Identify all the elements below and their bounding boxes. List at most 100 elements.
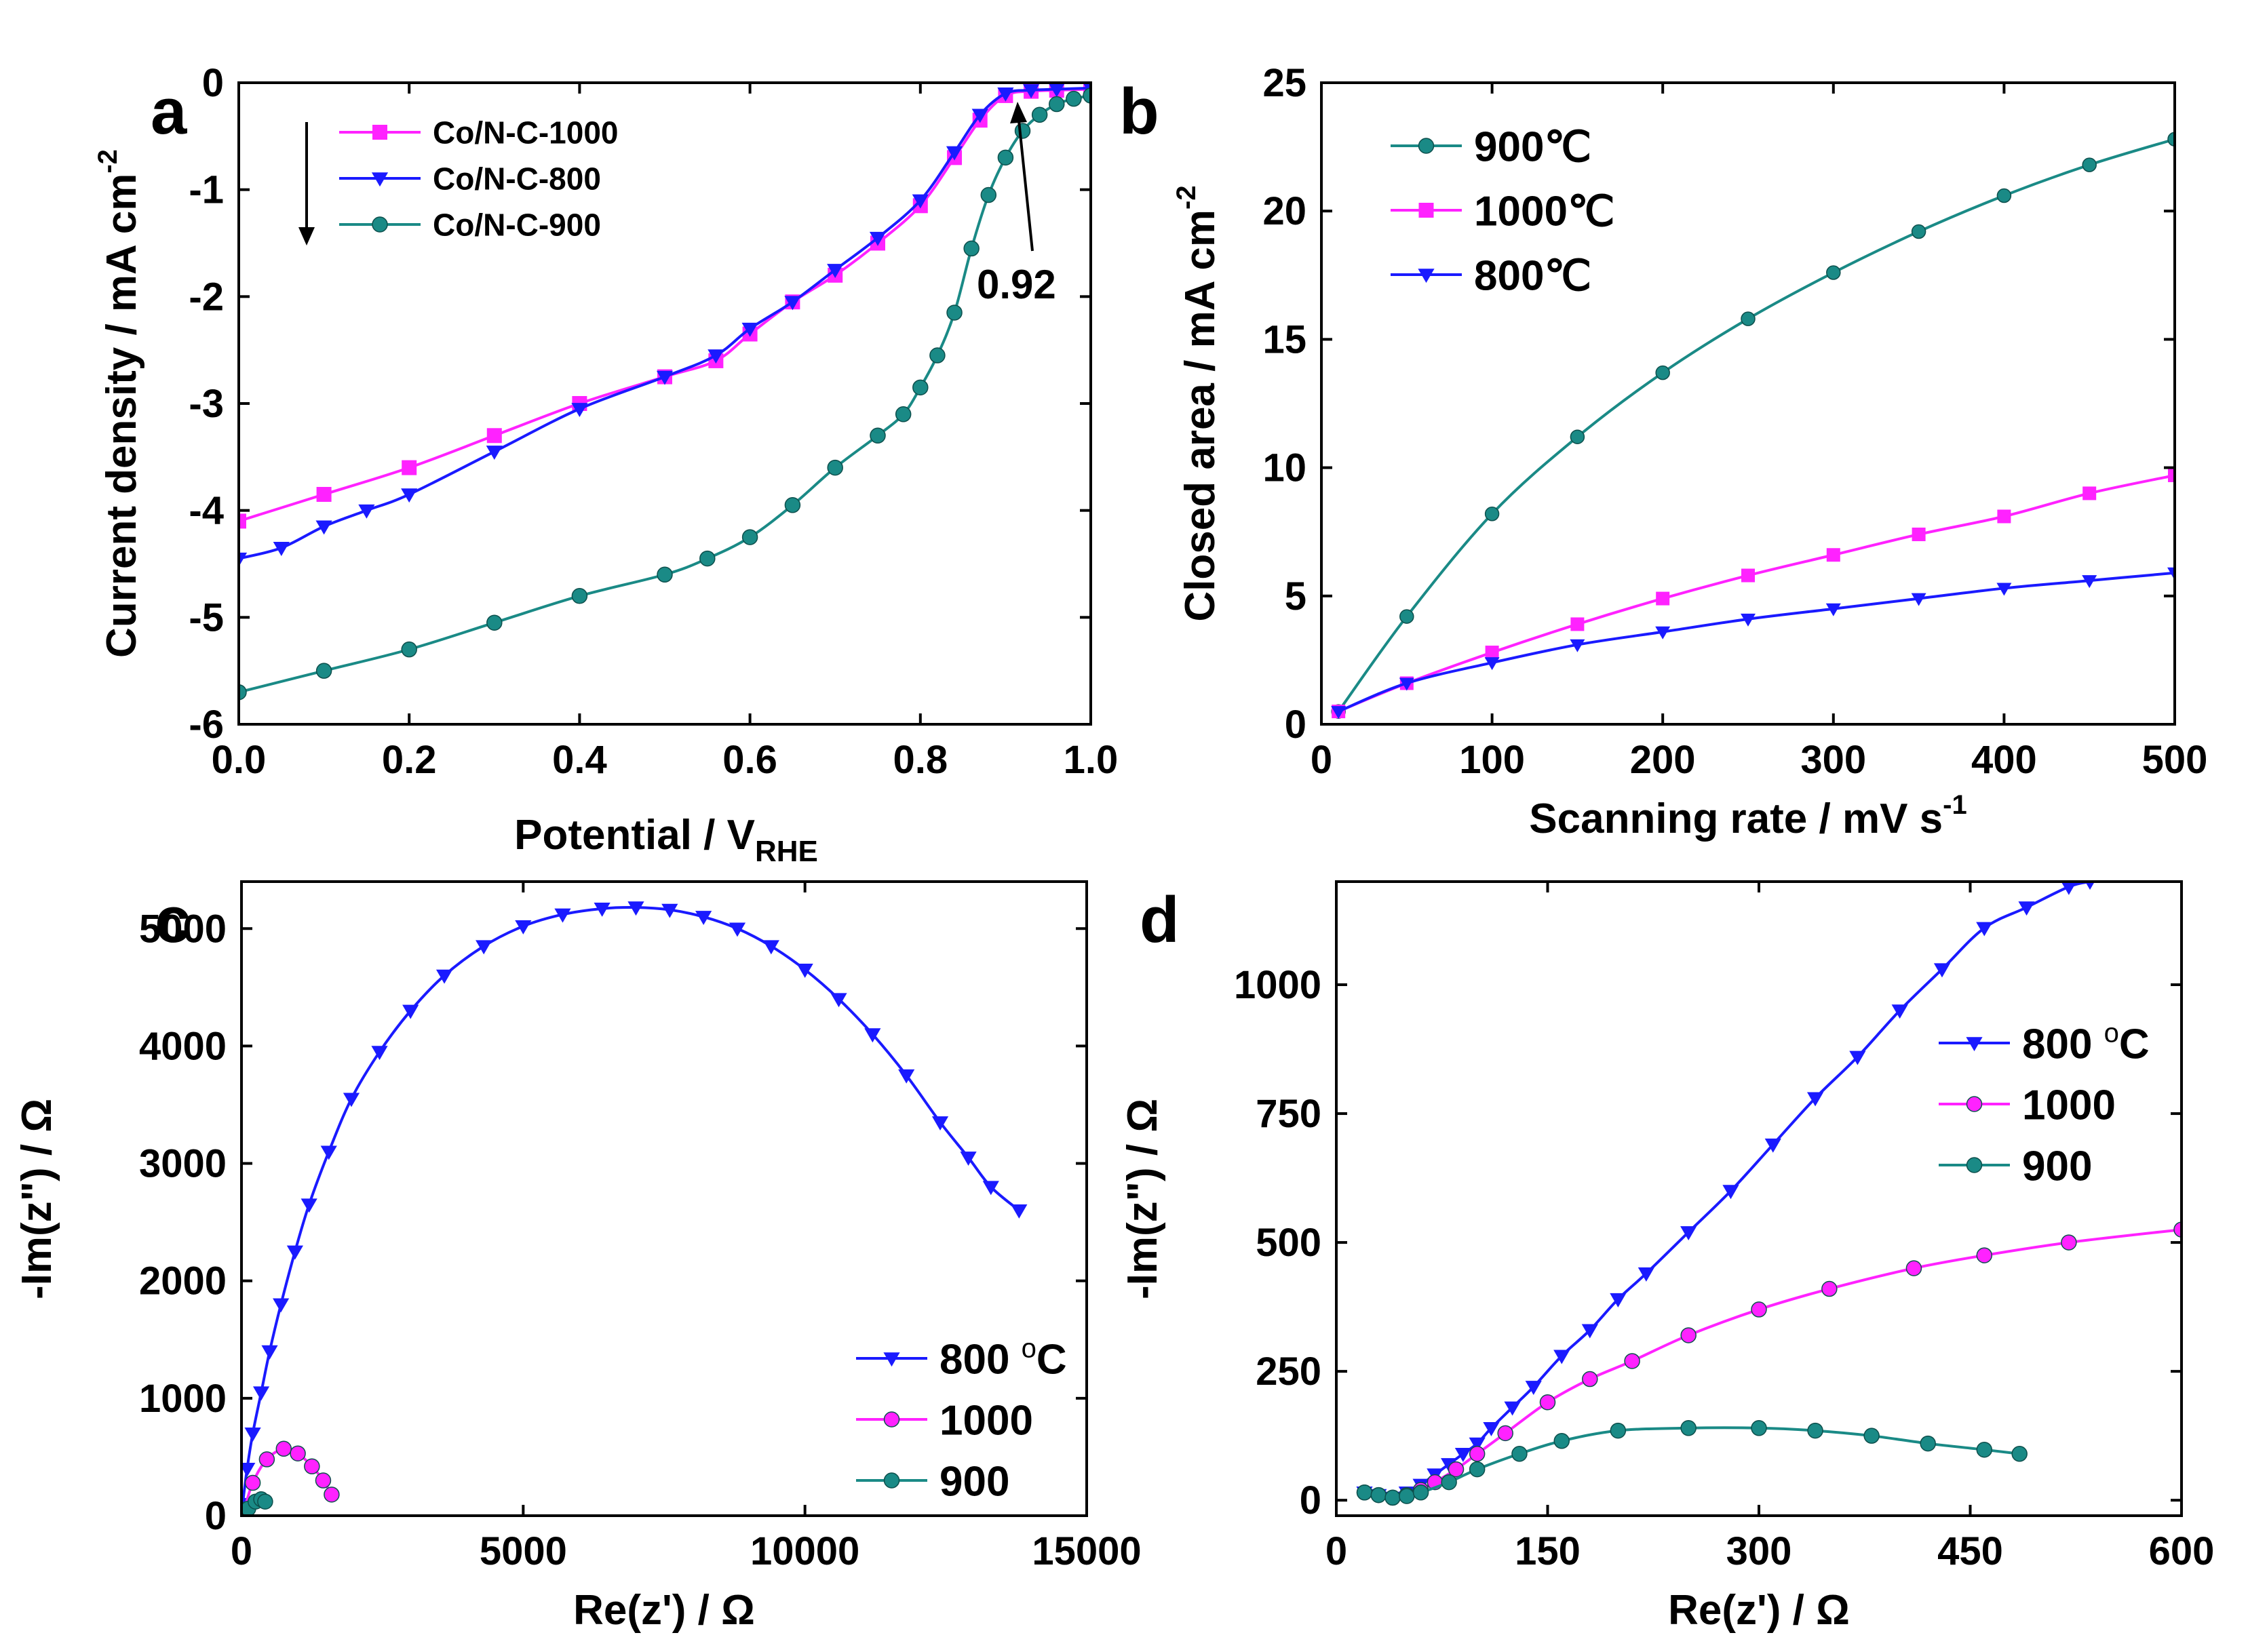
data-point (784, 497, 801, 513)
data-point (1891, 1004, 1908, 1019)
data-point (963, 240, 980, 257)
data-point (1976, 922, 1993, 937)
data-point (258, 1451, 275, 1468)
y-tick-label: -6 (189, 703, 224, 747)
x-tick-label: 0.0 (212, 738, 267, 782)
data-point (1066, 90, 1082, 107)
data-point (656, 370, 674, 385)
x-tick-label: 5000 (480, 1529, 567, 1573)
data-point (315, 520, 332, 535)
data-point (401, 488, 418, 503)
plot-area (241, 901, 1028, 1516)
x-tick-label: 400 (1971, 738, 2037, 782)
legend-marker (371, 172, 389, 187)
legend-label: 1000 (939, 1397, 1033, 1444)
data-point (1469, 1437, 1486, 1452)
x-tick-label: 150 (1515, 1529, 1581, 1573)
y-axis-label: Current density / mA cm-2 (93, 149, 145, 658)
data-point (486, 428, 502, 444)
data-point (931, 1116, 949, 1131)
y-axis-label-main: -Im(z") / Ω (1119, 1099, 1166, 1299)
legend-label: 800 oC (2022, 1018, 2150, 1067)
data-point (324, 1487, 340, 1503)
data-point (1655, 626, 1671, 640)
plot-area (1356, 882, 2182, 1506)
data-point (402, 460, 417, 475)
data-point (257, 1493, 273, 1510)
x-axis-label-main: Potential / V (514, 812, 755, 859)
x-axis-label: Re(z') / Ω (573, 1587, 755, 1634)
y-tick-label: 4000 (139, 1024, 227, 1068)
data-point (1656, 591, 1670, 606)
plot-area (239, 83, 1091, 701)
data-point (486, 614, 503, 631)
data-point (1011, 1204, 1028, 1219)
data-point (1370, 1487, 1387, 1503)
data-point (729, 922, 746, 937)
data-point (1582, 1371, 1598, 1388)
y-tick-label: 5000 (139, 907, 227, 951)
data-point (971, 109, 988, 123)
y-tick-label: 10 (1262, 446, 1306, 490)
data-point (435, 969, 453, 984)
data-point (1751, 1301, 1767, 1318)
data-point (1741, 568, 1755, 583)
x-tick-label: 450 (1937, 1529, 2003, 1573)
y-tick-label: 3000 (139, 1142, 227, 1186)
data-point (1031, 106, 1048, 123)
x-tick-label: 0.8 (893, 738, 948, 782)
data-point (1680, 1420, 1697, 1436)
y-tick-label: 0 (1285, 703, 1306, 747)
data-point (946, 304, 963, 321)
data-point (1014, 123, 1031, 139)
data-point (1680, 1327, 1697, 1343)
data-point (741, 529, 758, 545)
data-point (929, 347, 946, 363)
legend-label-degree: o (2104, 1018, 2119, 1048)
data-point (627, 901, 644, 916)
data-point (1825, 603, 1841, 616)
x-tick-label: 0 (1325, 1529, 1347, 1573)
series-line-1 (239, 86, 1091, 560)
y-tick-label: 0 (1300, 1478, 1321, 1522)
data-point (796, 964, 813, 978)
data-point (2082, 157, 2097, 172)
data-point (476, 940, 492, 955)
data-point (1751, 1420, 1767, 1436)
y-tick-label: -2 (189, 275, 224, 319)
x-axis-label: Re(z') / Ω (1668, 1587, 1850, 1634)
data-point (912, 194, 929, 209)
x-tick-label: 600 (2149, 1529, 2215, 1573)
x-axis-label-sup: -1 (1943, 790, 1967, 820)
legend-label: 1000 (2022, 1082, 2116, 1128)
y-axis-label-sup: -2 (1171, 185, 1201, 210)
data-point (830, 993, 847, 1008)
y-axis-label: -Im(z") / Ω (1119, 1099, 1166, 1299)
y-tick-label: 0 (202, 61, 224, 105)
x-tick-label: 100 (1459, 738, 1525, 782)
data-point (239, 684, 247, 701)
data-point (261, 1345, 278, 1360)
data-point (2085, 882, 2095, 890)
data-point (1610, 1293, 1627, 1307)
legend-marker (1966, 1157, 1983, 1173)
data-point (1048, 83, 1065, 98)
legend-marker (883, 1472, 900, 1489)
chart-panel-d: d 0 150 300 450 600 0 250 500 750 1000 Re(z') / Ω -I… (1119, 880, 2215, 1634)
x-axis-label-main: Scanning rate / mV s (1529, 795, 1943, 842)
data-point (1826, 265, 1841, 280)
data-point (244, 1474, 261, 1491)
legend-label: Co/N-C-1000 (433, 115, 619, 151)
data-point (1454, 1447, 1471, 1462)
data-point (1511, 1446, 1528, 1462)
data-point (960, 1152, 977, 1166)
data-point (1485, 646, 1499, 660)
legend-label: 1000℃ (1474, 188, 1615, 235)
data-point (2168, 468, 2175, 482)
x-axis-label-sub: RHE (755, 835, 818, 868)
y-axis-label: Closed area / mA cm-2 (1171, 185, 1224, 621)
legend-label-tail: C (2119, 1021, 2150, 1067)
data-point (997, 87, 1014, 102)
series-line-0 (1337, 138, 2175, 713)
data-point (1996, 583, 2012, 596)
